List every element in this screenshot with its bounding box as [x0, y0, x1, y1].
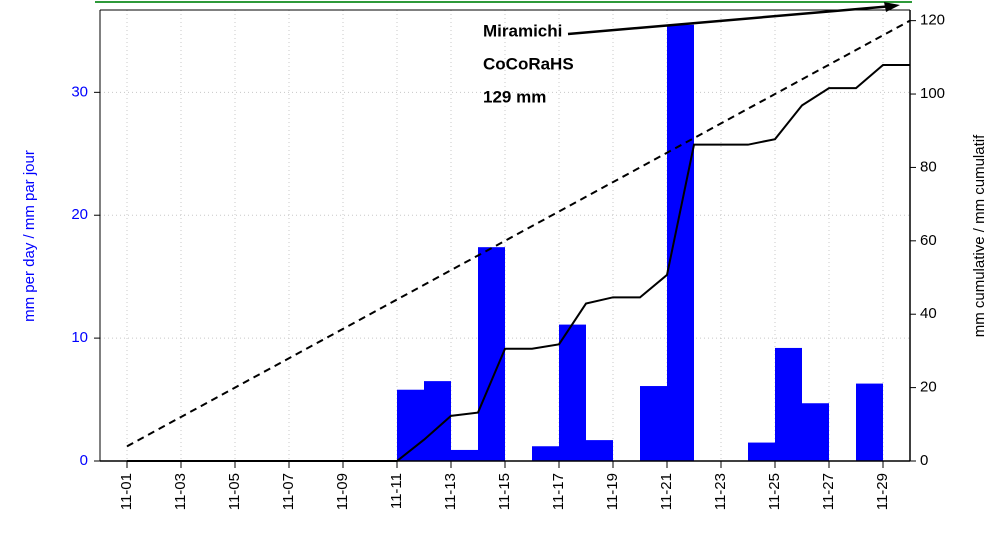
bar	[856, 383, 883, 461]
x-tick-label: 11-15	[496, 473, 513, 510]
bar	[586, 440, 613, 461]
bar	[640, 386, 667, 461]
y-tick-label: 30	[71, 83, 88, 100]
plot-area: 0 10 20 30 0 20 40 60 80 100 120 11-01 11-03 11-05 11-…	[71, 9, 945, 510]
x-tick-label: 11-17	[550, 473, 567, 510]
y2-tick-label: 0	[920, 452, 928, 469]
x-tick-label: 11-23	[712, 473, 729, 510]
y-tick-label: 10	[71, 329, 88, 346]
arrow-head	[884, 2, 900, 12]
y2-tick-label: 60	[920, 232, 937, 249]
x-tick-label: 11-03	[172, 473, 189, 510]
annotation: 129 mm	[483, 87, 546, 106]
annotation: Miramichi	[483, 21, 562, 40]
bar	[424, 381, 451, 461]
y2-tick-label: 80	[920, 158, 937, 175]
y-tick-label: 0	[80, 452, 88, 469]
y2-tick-label: 20	[920, 379, 937, 396]
x-tick-label: 11-01	[118, 473, 135, 510]
bar	[802, 403, 829, 461]
x-tick-label: 11-25	[766, 473, 783, 510]
annotation-arrow	[567, 4, 894, 36]
x-tick-label: 11-13	[442, 473, 459, 510]
bar	[559, 324, 586, 461]
x-tick-label: 11-29	[874, 473, 891, 510]
bar	[478, 247, 505, 461]
y2-axis-label: mm cumulative / mm cumulatif	[971, 134, 988, 337]
y-axis-label: mm per day / mm par jour	[21, 150, 38, 322]
bar	[667, 24, 694, 462]
x-tick-label: 11-09	[334, 473, 351, 510]
annotation: CoCoRaHS	[483, 54, 574, 73]
bar	[451, 449, 478, 461]
x-tick-label: 11-21	[658, 473, 675, 510]
y2-tick-label: 40	[920, 305, 937, 322]
x-tick-label: 11-07	[280, 473, 297, 510]
bar	[748, 442, 775, 461]
y2-tick-label: 120	[920, 12, 945, 29]
normal-line	[126, 19, 911, 448]
x-tick-label: 11-11	[388, 473, 405, 509]
x-tick-label: 11-19	[604, 473, 621, 510]
y-tick-label: 20	[71, 206, 88, 223]
bar	[775, 347, 802, 461]
x-tick-label: 11-05	[226, 473, 243, 510]
y2-tick-label: 100	[920, 85, 945, 102]
bar	[532, 446, 559, 461]
x-tick-label: 11-27	[820, 473, 837, 510]
